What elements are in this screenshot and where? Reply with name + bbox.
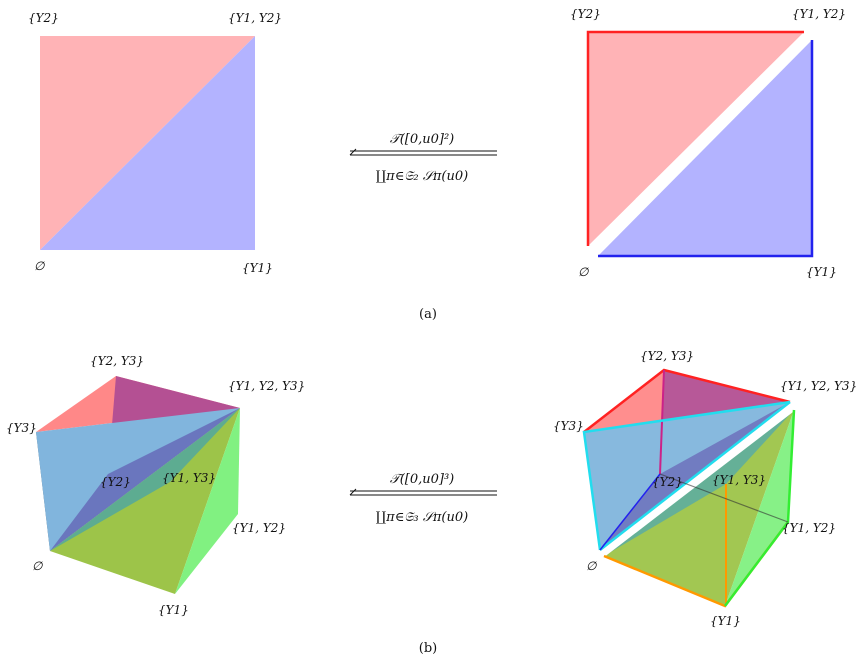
arrow-b-bottom-label: ∐π∈𝔖₃ 𝒮π(u0) [376, 510, 468, 525]
arrow-b-top-label: 𝒯([0,u0]³) [390, 472, 455, 487]
label-y1-right: {Y1} [806, 265, 837, 279]
label-empty-r: ∅ [586, 559, 597, 573]
arrow-bottom-label: ∐π∈𝔖₂ 𝒮π(u0) [376, 169, 468, 184]
label-y2y3-r: {Y2, Y3} [640, 349, 694, 363]
label-y1y3: {Y1, Y3} [162, 471, 216, 485]
label-y1y2-right: {Y1, Y2} [792, 7, 846, 21]
cyan-edges-r [582, 400, 791, 551]
blue-edge [598, 40, 814, 258]
panel-a-arrow: 𝒯([0,u0]²) ∐π∈𝔖₂ 𝒮π(u0) [349, 132, 497, 184]
label-y2y3: {Y2, Y3} [90, 354, 144, 368]
magenta-edge-r [659, 369, 665, 475]
label-y1y2y3-r: {Y1, Y2, Y3} [780, 379, 856, 393]
panel-b-arrow: 𝒯([0,u0]³) ∐π∈𝔖₃ 𝒮π(u0) [349, 472, 497, 525]
label-y2-r: {Y2} [652, 475, 683, 489]
cyan-diagonal-r [599, 401, 791, 551]
label-empty-b: ∅ [32, 559, 43, 573]
label-y1-r: {Y1} [710, 614, 741, 628]
pink-triangle-split [588, 32, 804, 246]
red-edge [586, 30, 804, 246]
panel-a-left-square [40, 36, 255, 250]
green-face-r [725, 410, 794, 606]
gray-edge-r [659, 473, 789, 523]
panel-b-right-cube [582, 368, 796, 608]
label-y1y2: {Y1, Y2} [228, 11, 282, 25]
label-empty-right: ∅ [578, 265, 589, 279]
white-gap-r [603, 409, 795, 557]
label-y3-r: {Y3} [553, 419, 584, 433]
label-y1: {Y1} [242, 261, 273, 275]
teal-face [50, 408, 240, 551]
caption-a: (a) [419, 307, 437, 322]
caption-b: (b) [419, 641, 437, 656]
panel-a-right-square [586, 30, 814, 258]
lavender-triangle-split [598, 40, 812, 256]
label-y1-b: {Y1} [158, 603, 189, 617]
label-y1y3-r: {Y1, Y3} [712, 473, 766, 487]
label-y1y2-r: {Y1, Y2} [782, 521, 836, 535]
label-y2-b: {Y2} [100, 475, 131, 489]
label-y3: {Y3} [6, 421, 37, 435]
green-face [175, 408, 240, 594]
blue-edge-r [599, 473, 661, 551]
arrow-top-label: 𝒯([0,u0]²) [390, 132, 455, 147]
label-y1y2y3: {Y1, Y2, Y3} [228, 379, 305, 393]
lavender-triangle [40, 36, 255, 250]
label-y1y2-b: {Y1, Y2} [232, 521, 286, 535]
label-y2-right: {Y2} [570, 7, 601, 21]
panel-b-left-cube [36, 376, 240, 594]
label-y2: {Y2} [28, 11, 59, 25]
label-empty: ∅ [34, 259, 45, 273]
